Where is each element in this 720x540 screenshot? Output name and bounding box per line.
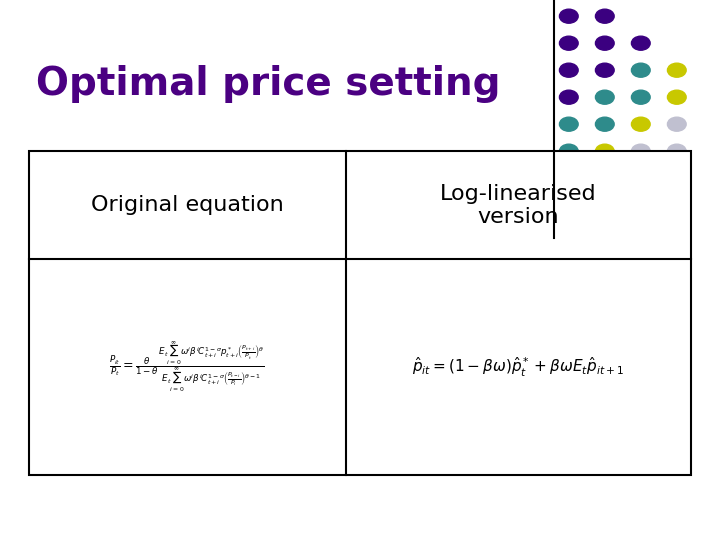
Circle shape: [595, 90, 614, 104]
Circle shape: [667, 90, 686, 104]
Circle shape: [595, 36, 614, 50]
Circle shape: [631, 63, 650, 77]
Circle shape: [595, 198, 614, 212]
Circle shape: [631, 36, 650, 50]
Circle shape: [559, 144, 578, 158]
Circle shape: [559, 90, 578, 104]
Circle shape: [595, 9, 614, 23]
Circle shape: [559, 117, 578, 131]
Circle shape: [595, 171, 614, 185]
Circle shape: [595, 117, 614, 131]
Text: Optimal price setting: Optimal price setting: [36, 65, 500, 103]
Text: Log-linearised
version: Log-linearised version: [440, 184, 597, 227]
Circle shape: [559, 9, 578, 23]
Text: Original equation: Original equation: [91, 195, 284, 215]
Circle shape: [631, 90, 650, 104]
Circle shape: [559, 63, 578, 77]
Circle shape: [631, 117, 650, 131]
Circle shape: [667, 171, 686, 185]
Circle shape: [559, 36, 578, 50]
Circle shape: [667, 63, 686, 77]
Circle shape: [631, 171, 650, 185]
Bar: [29, 151, 691, 475]
Circle shape: [667, 144, 686, 158]
Circle shape: [631, 144, 650, 158]
Text: $\hat{p}_{it} = (1-\beta\omega)\hat{p}^*_t + \beta\omega E_t \hat{p}_{it+1}$: $\hat{p}_{it} = (1-\beta\omega)\hat{p}^*…: [413, 355, 624, 379]
Circle shape: [667, 117, 686, 131]
Circle shape: [595, 63, 614, 77]
Circle shape: [631, 198, 650, 212]
Circle shape: [559, 171, 578, 185]
Text: $\frac{P_{it}}{P_t} = \frac{\theta}{1-\theta}\frac{E_t\sum_{i=0}^{\infty}\omega^: $\frac{P_{it}}{P_t} = \frac{\theta}{1-\t…: [109, 340, 265, 394]
Circle shape: [595, 144, 614, 158]
